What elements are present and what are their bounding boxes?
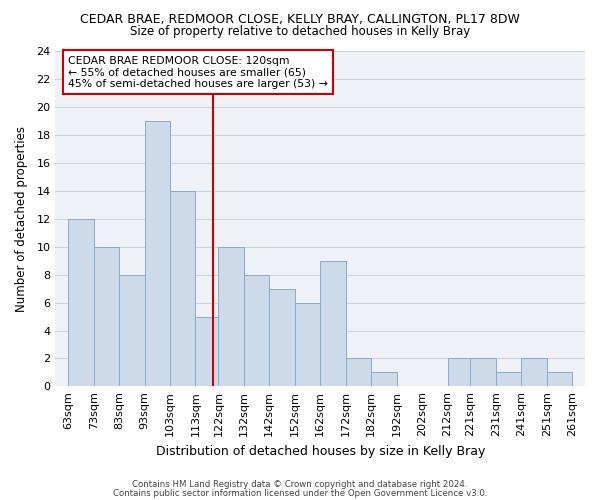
- Bar: [448, 358, 470, 386]
- Bar: [196, 316, 218, 386]
- Text: Contains HM Land Registry data © Crown copyright and database right 2024.: Contains HM Land Registry data © Crown c…: [132, 480, 468, 489]
- Text: CEDAR BRAE, REDMOOR CLOSE, KELLY BRAY, CALLINGTON, PL17 8DW: CEDAR BRAE, REDMOOR CLOSE, KELLY BRAY, C…: [80, 12, 520, 26]
- Bar: [244, 274, 269, 386]
- X-axis label: Distribution of detached houses by size in Kelly Bray: Distribution of detached houses by size …: [155, 444, 485, 458]
- Bar: [371, 372, 397, 386]
- Bar: [496, 372, 521, 386]
- Bar: [170, 191, 196, 386]
- Bar: [119, 274, 145, 386]
- Bar: [145, 122, 170, 386]
- Bar: [521, 358, 547, 386]
- Bar: [547, 372, 572, 386]
- Y-axis label: Number of detached properties: Number of detached properties: [15, 126, 28, 312]
- Bar: [68, 219, 94, 386]
- Text: Size of property relative to detached houses in Kelly Bray: Size of property relative to detached ho…: [130, 25, 470, 38]
- Bar: [346, 358, 371, 386]
- Bar: [218, 247, 244, 386]
- Bar: [269, 288, 295, 386]
- Bar: [295, 302, 320, 386]
- Bar: [320, 261, 346, 386]
- Text: CEDAR BRAE REDMOOR CLOSE: 120sqm
← 55% of detached houses are smaller (65)
45% o: CEDAR BRAE REDMOOR CLOSE: 120sqm ← 55% o…: [68, 56, 328, 89]
- Bar: [470, 358, 496, 386]
- Text: Contains public sector information licensed under the Open Government Licence v3: Contains public sector information licen…: [113, 489, 487, 498]
- Bar: [94, 247, 119, 386]
